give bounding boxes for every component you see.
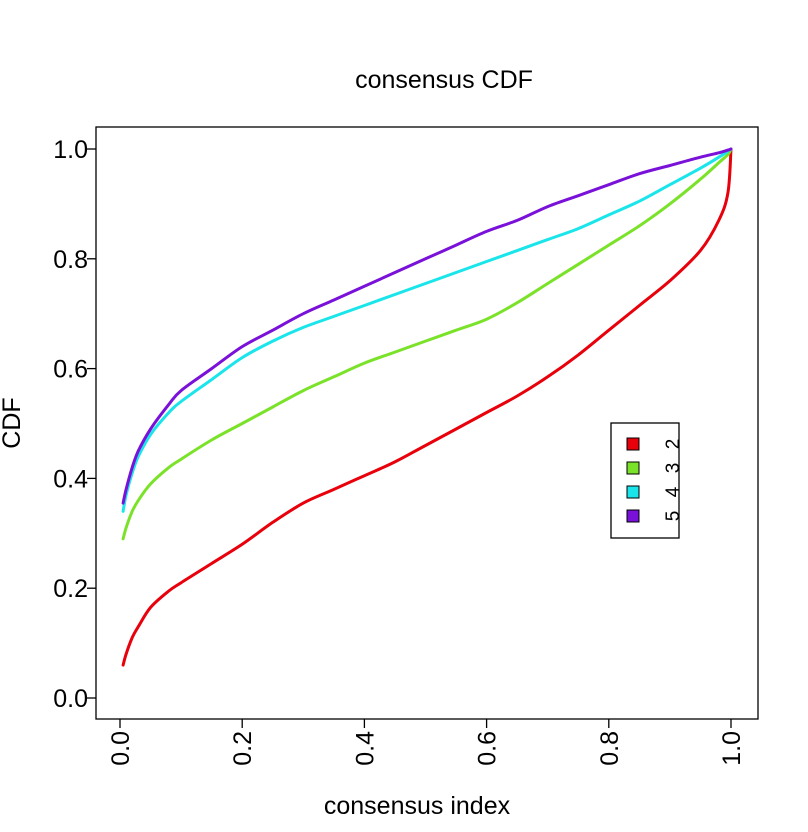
legend-swatch-5 — [626, 509, 640, 523]
legend: 2 3 4 5 — [610, 422, 684, 539]
series-line-4 — [121, 147, 733, 513]
legend-label-2: 2 — [663, 439, 684, 450]
legend-swatch-4 — [626, 485, 640, 499]
legend-label-4: 4 — [663, 486, 684, 497]
legend-items: 2 3 4 5 — [626, 437, 684, 523]
y-tick-label: 1.0 — [53, 136, 88, 164]
y-tick-label: 0.2 — [53, 575, 88, 603]
x-tick-label: 0.2 — [229, 731, 257, 766]
x-tick-label: 0.0 — [107, 731, 135, 766]
chart-title: consensus CDF — [355, 66, 533, 94]
legend-swatch-2 — [626, 437, 640, 451]
y-tick-label: 0.4 — [53, 465, 88, 493]
x-tick-label: 0.8 — [596, 731, 624, 766]
series-line-2 — [121, 147, 733, 667]
x-axis: 0.0 0.2 0.4 0.6 0.8 1.0 — [107, 719, 746, 766]
y-tick-label: 0.6 — [53, 356, 88, 384]
legend-swatch-3 — [626, 461, 640, 475]
legend-label-3: 3 — [663, 463, 684, 474]
y-tick-label: 0.0 — [53, 685, 88, 713]
series-lines — [121, 147, 733, 667]
y-axis-label: CDF — [0, 397, 26, 448]
x-tick-label: 0.4 — [351, 731, 379, 766]
legend-label-5: 5 — [663, 511, 684, 522]
x-tick-label: 1.0 — [718, 731, 746, 766]
series-line-3 — [121, 147, 733, 541]
plot-frame — [95, 126, 759, 720]
legend-box — [610, 422, 680, 539]
x-axis-label: consensus index — [324, 792, 511, 820]
x-tick-label: 0.6 — [474, 731, 502, 766]
series-line-5 — [121, 147, 733, 505]
y-axis: 0.0 0.2 0.4 0.6 0.8 1.0 — [53, 136, 96, 713]
y-tick-label: 0.8 — [53, 246, 88, 274]
